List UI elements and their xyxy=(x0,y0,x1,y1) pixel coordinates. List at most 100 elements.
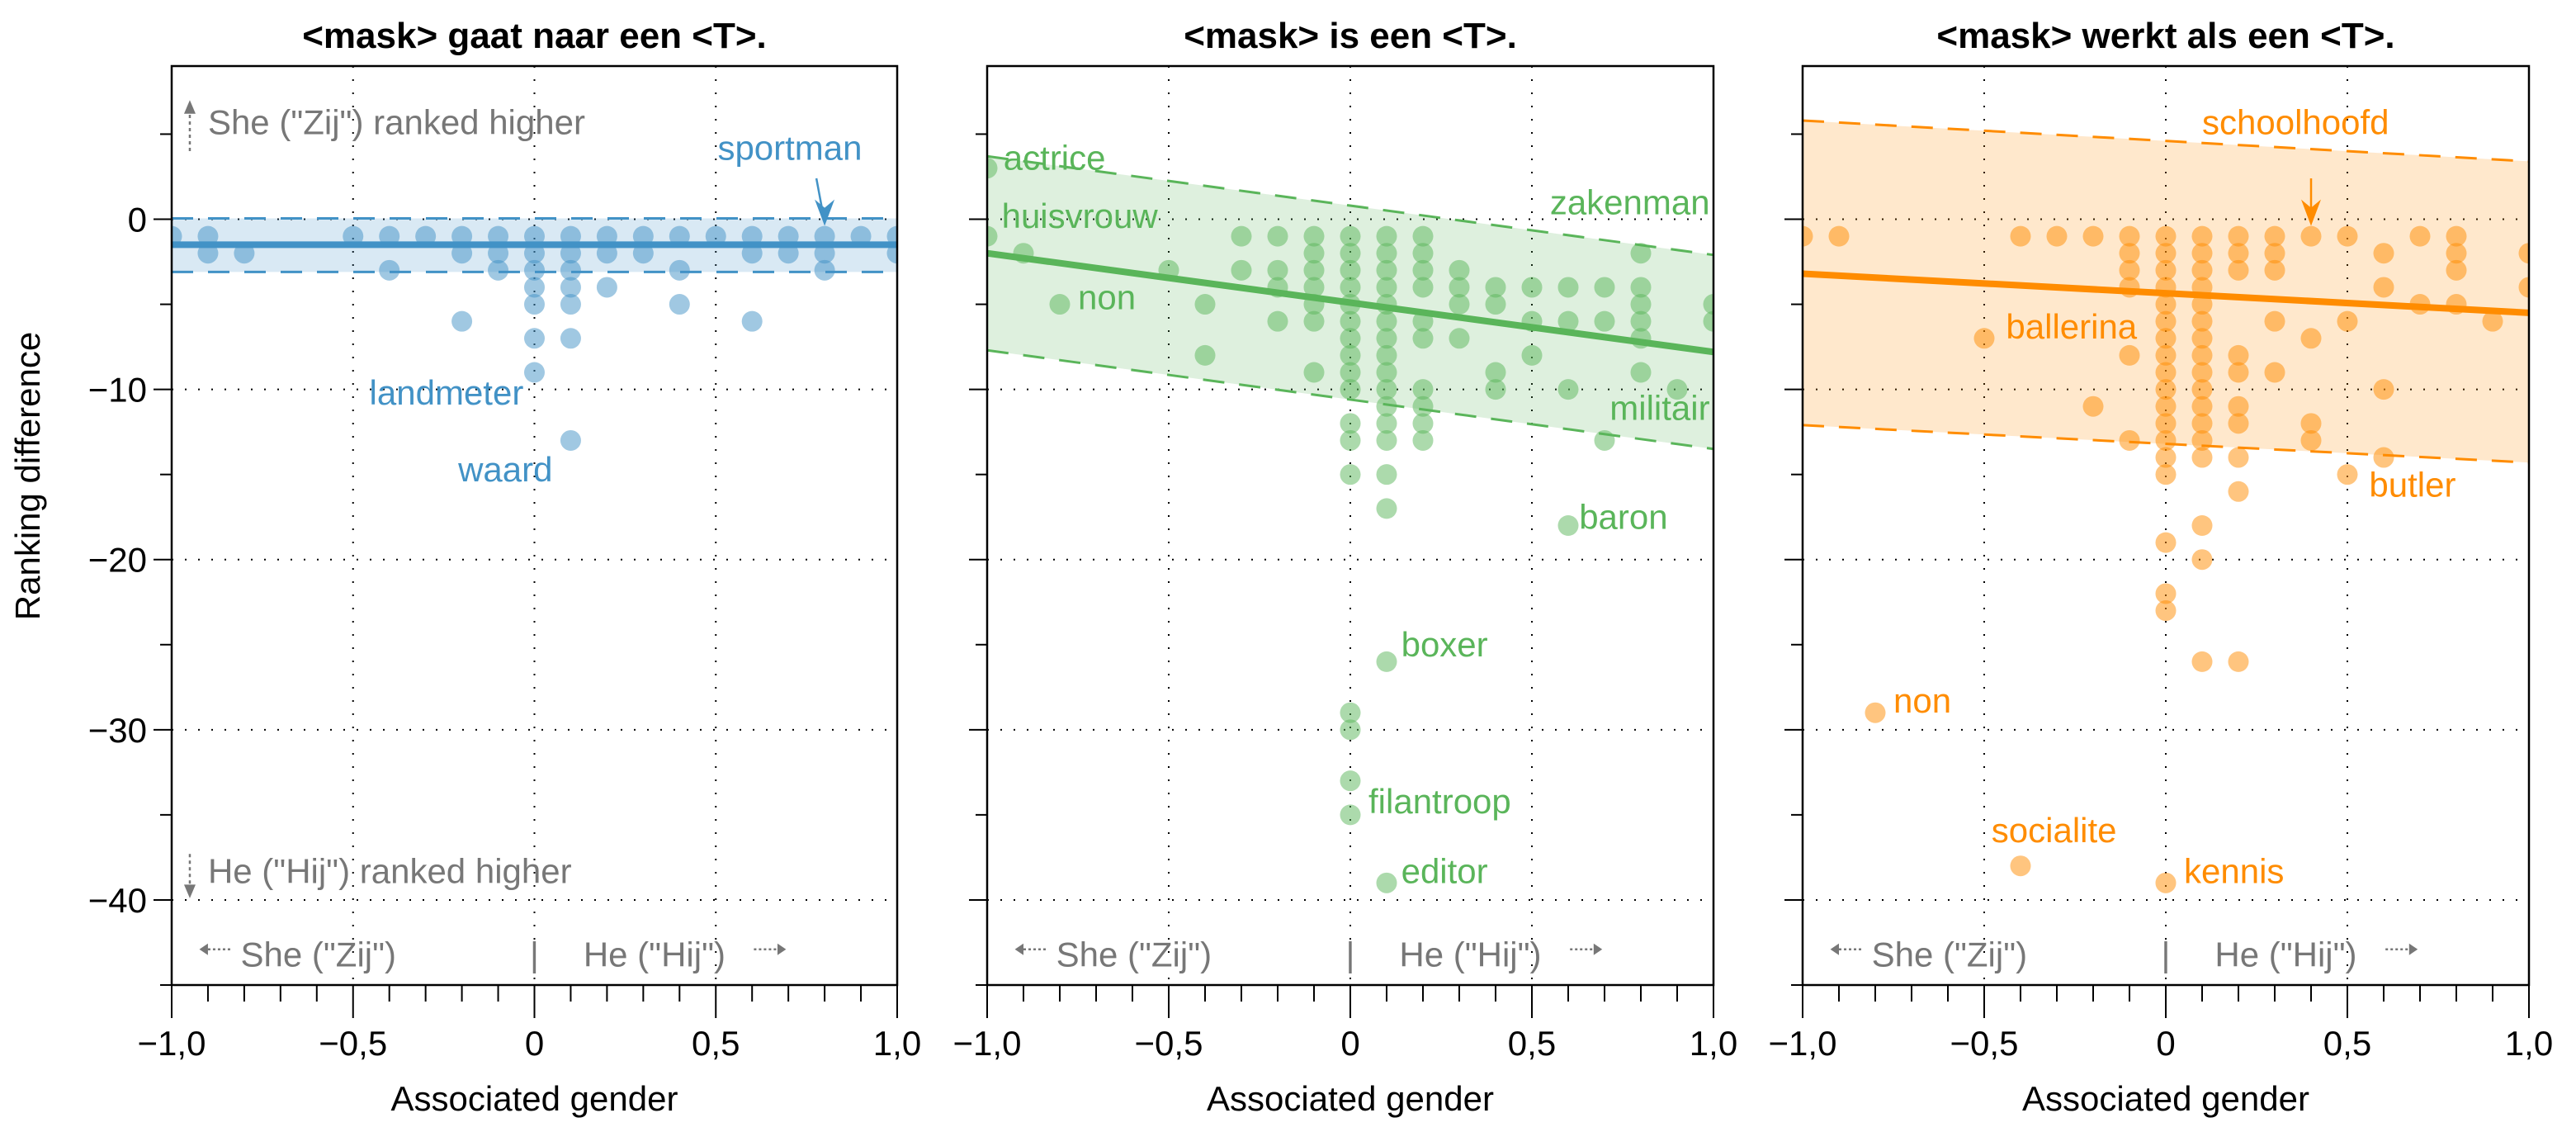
data-point xyxy=(1303,310,1325,332)
data-point xyxy=(1412,413,1434,434)
band-upper-line xyxy=(1803,119,2529,163)
direction-he: He ("Hij") xyxy=(584,935,726,973)
data-point xyxy=(197,225,219,247)
x-axis-label: Associated gender xyxy=(2022,1079,2309,1118)
data-point xyxy=(2119,243,2140,264)
data-point xyxy=(596,225,617,247)
data-point xyxy=(2191,294,2213,315)
data-point xyxy=(560,429,581,451)
data-point xyxy=(778,225,799,247)
data-point xyxy=(886,225,897,247)
data-point xyxy=(1557,277,1579,298)
data-point xyxy=(1485,294,1506,315)
point-label: zakenman xyxy=(1550,182,1710,221)
data-point xyxy=(2155,310,2177,332)
data-point xyxy=(1340,464,1361,485)
data-point xyxy=(1340,429,1361,451)
x-tick-label: 1,0 xyxy=(873,1024,921,1063)
data-point xyxy=(2155,362,2177,383)
data-point xyxy=(1412,243,1434,264)
data-point xyxy=(1376,379,1397,400)
data-point xyxy=(669,294,690,315)
data-point xyxy=(1267,259,1288,281)
data-point xyxy=(2337,310,2358,332)
x-tick-label: −0,5 xyxy=(1950,1024,2019,1063)
data-point xyxy=(1521,344,1543,366)
data-point xyxy=(1449,277,1470,298)
data-point xyxy=(1303,243,1325,264)
data-point xyxy=(2155,464,2177,485)
point-label: editor xyxy=(1401,851,1488,890)
data-point xyxy=(814,243,835,264)
data-point xyxy=(705,225,726,247)
x-tick-label: −1,0 xyxy=(138,1024,206,1063)
panel-title: <mask> gaat naar een <T>. xyxy=(302,16,767,56)
data-point xyxy=(2373,243,2394,264)
data-point xyxy=(1594,277,1615,298)
data-point xyxy=(2191,379,2213,400)
x-tick-label: 0,5 xyxy=(692,1024,740,1063)
data-point xyxy=(1340,328,1361,349)
data-point xyxy=(379,259,400,281)
left-arrow-head-icon xyxy=(1830,943,1839,955)
data-point xyxy=(1303,225,1325,247)
data-point xyxy=(1231,225,1252,247)
data-point xyxy=(1340,277,1361,298)
data-point xyxy=(1557,515,1579,536)
data-point xyxy=(560,277,581,298)
data-point xyxy=(2155,395,2177,417)
data-point xyxy=(2264,310,2285,332)
data-point xyxy=(2155,379,2177,400)
data-point xyxy=(524,243,545,264)
data-point xyxy=(2119,259,2140,281)
panel-1: sportman landmeter waard She ("Zij") ranked… xyxy=(8,16,921,1118)
data-point xyxy=(850,225,872,247)
data-point xyxy=(2155,600,2177,622)
data-point xyxy=(1412,259,1434,281)
point-label: kennis xyxy=(2184,851,2284,890)
data-point xyxy=(886,243,897,264)
data-point xyxy=(234,243,255,264)
data-point xyxy=(2191,429,2213,451)
data-point xyxy=(2191,515,2213,536)
data-point xyxy=(1865,702,1886,723)
data-point xyxy=(1340,310,1361,332)
data-point xyxy=(1340,225,1361,247)
x-tick-label: 0 xyxy=(2156,1024,2175,1063)
data-point xyxy=(1340,243,1361,264)
data-point xyxy=(197,243,219,264)
data-point xyxy=(987,158,998,179)
point-label: baron xyxy=(1579,498,1667,537)
data-point xyxy=(2518,277,2529,298)
data-point xyxy=(1267,310,1288,332)
data-point xyxy=(2010,225,2031,247)
data-point xyxy=(560,225,581,247)
data-point xyxy=(2373,277,2394,298)
data-point xyxy=(1703,294,1713,315)
data-point xyxy=(1828,225,1850,247)
point-label: huisvrouw xyxy=(1002,197,1159,235)
data-point xyxy=(524,259,545,281)
up-arrow-head-icon xyxy=(183,100,196,114)
panel-title: <mask> werkt als een <T>. xyxy=(1936,16,2394,56)
data-point xyxy=(1303,259,1325,281)
point-label: waard xyxy=(457,450,552,489)
data-point xyxy=(1376,225,1397,247)
direction-separator: | xyxy=(530,935,539,973)
data-point xyxy=(1267,225,1288,247)
data-point xyxy=(596,243,617,264)
data-point xyxy=(1340,362,1361,383)
data-point xyxy=(1376,429,1397,451)
y-tick-label: −10 xyxy=(88,371,147,410)
data-point xyxy=(596,277,617,298)
x-tick-label: −1,0 xyxy=(953,1024,1022,1063)
data-point xyxy=(1412,395,1434,417)
panel-2: actrice huisvrouw non zakenman militair baron… xyxy=(953,16,1738,1118)
x-tick-label: 1,0 xyxy=(2505,1024,2553,1063)
data-point xyxy=(2155,447,2177,468)
data-point xyxy=(451,225,473,247)
data-point xyxy=(1412,328,1434,349)
y-tick-label: −30 xyxy=(88,711,147,750)
data-point xyxy=(1376,310,1397,332)
x-tick-label: −0,5 xyxy=(319,1024,387,1063)
